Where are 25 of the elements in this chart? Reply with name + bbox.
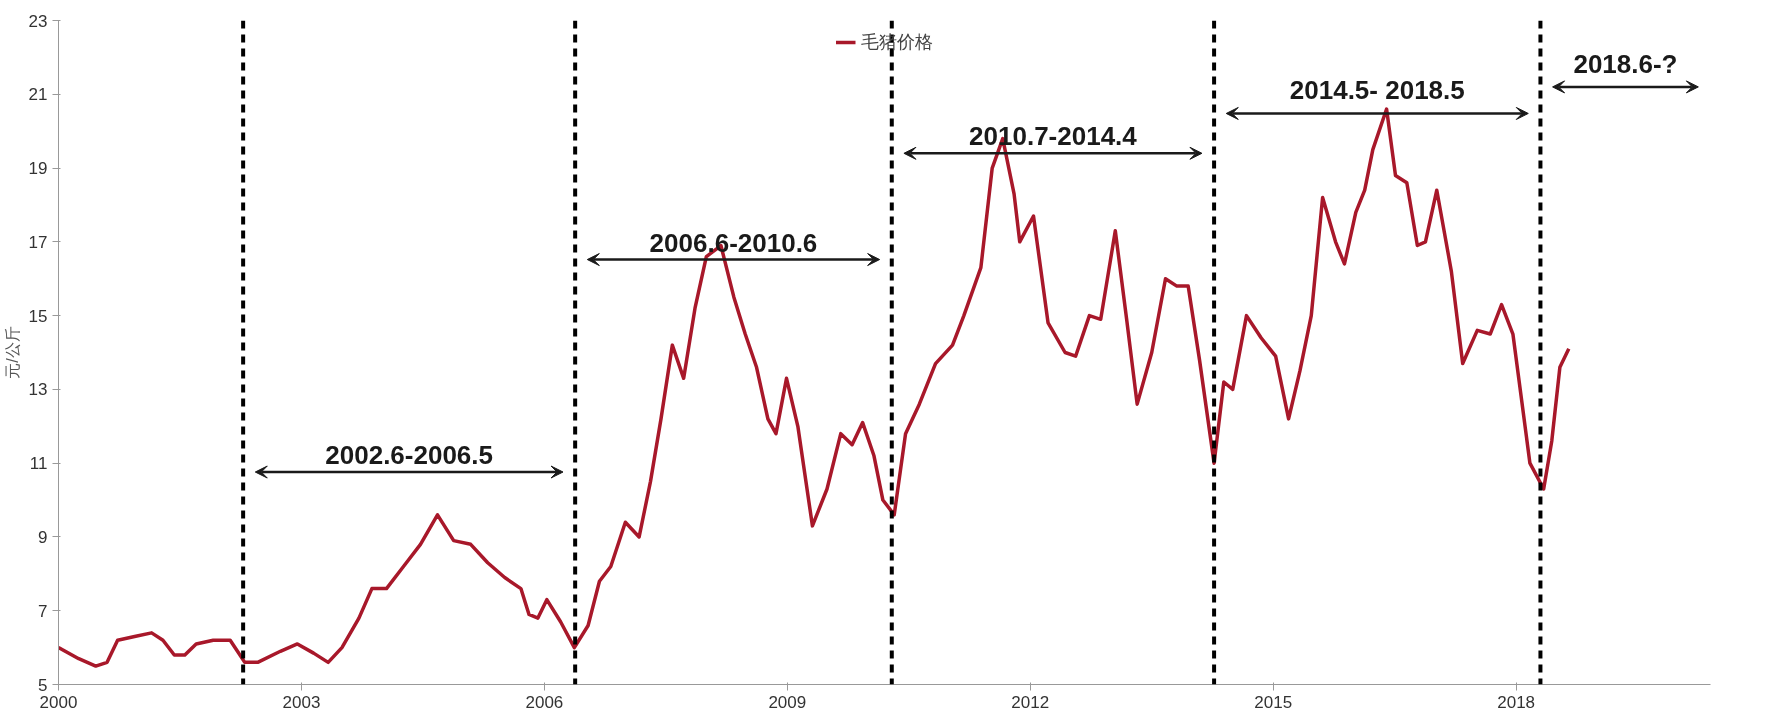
annotation: 2014.5- 2018.5 — [1289, 75, 1465, 106]
y-axis-title: 元/公斤 — [3, 326, 21, 379]
annotation: 2018.6-? — [1573, 48, 1678, 79]
annotation: 2006.6-2010.6 — [649, 227, 818, 258]
y-tick-label: 9 — [38, 527, 48, 547]
y-tick-label: 19 — [28, 159, 48, 179]
y-tick-label: 5 — [38, 675, 48, 695]
y-tick-label: 23 — [28, 11, 48, 31]
y-tick-label: 13 — [28, 380, 48, 400]
x-tick-label: 2006 — [525, 692, 564, 712]
y-tick-label: 11 — [29, 454, 48, 474]
y-tick-label: 7 — [38, 601, 48, 621]
x-tick-label: 2012 — [1011, 692, 1050, 712]
x-tick-label: 2015 — [1254, 692, 1293, 712]
y-tick-label: 17 — [28, 232, 48, 252]
legend-label: 毛猪价格 — [860, 31, 933, 54]
annotation: 2010.7-2014.4 — [969, 121, 1138, 152]
x-tick-label: 2000 — [39, 692, 78, 712]
x-tick-label: 2009 — [768, 692, 807, 712]
x-tick-label: 2003 — [282, 692, 321, 712]
x-tick-label: 2018 — [1497, 692, 1536, 712]
annotation: 2002.6-2006.5 — [325, 440, 494, 471]
line-series — [58, 107, 1571, 668]
y-tick-label: 15 — [28, 306, 48, 326]
y-tick-label: 21 — [28, 85, 48, 105]
